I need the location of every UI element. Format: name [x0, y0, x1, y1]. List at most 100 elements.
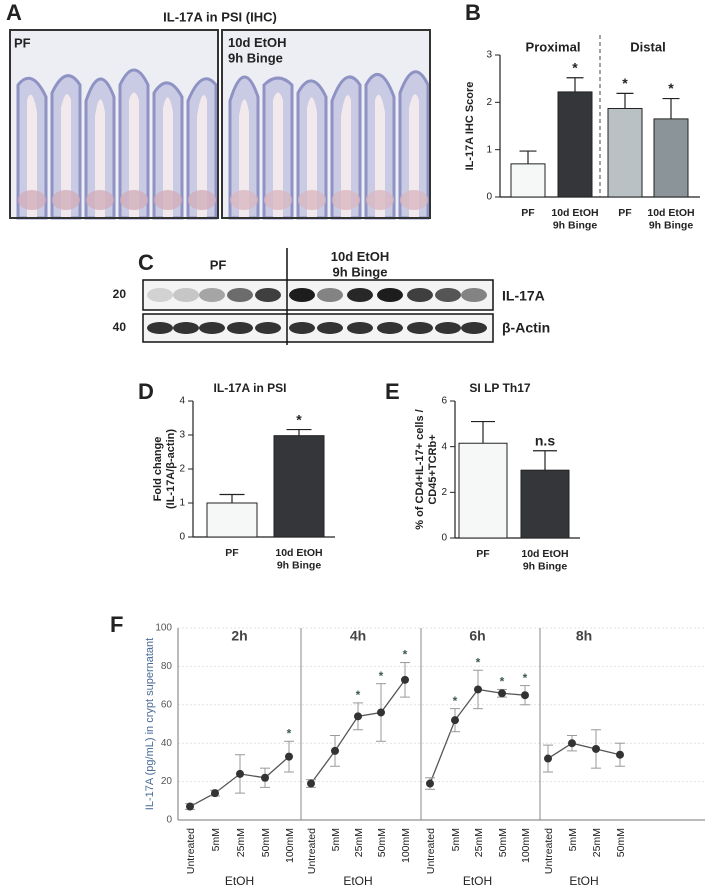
band-label: β-Actin: [502, 320, 550, 336]
histology-images: [9, 29, 431, 220]
villus-core: [129, 92, 139, 218]
significance: *: [296, 411, 302, 427]
x-tick-label: Untreated: [543, 828, 555, 874]
image-label: 10d EtOH 9h Binge: [228, 35, 287, 66]
villus-core: [273, 92, 283, 218]
group-label: 10d EtOH 9h Binge: [331, 249, 390, 280]
mw-marker: 40: [113, 320, 127, 334]
crypt: [332, 190, 360, 210]
y-tick-label: 0: [486, 192, 492, 203]
y-tick-label: 3: [179, 430, 185, 441]
x-tick-label: 50mM: [497, 828, 509, 857]
x-tick-label: 5mM: [450, 828, 462, 851]
significance: *: [476, 655, 481, 669]
blot-band: [347, 288, 373, 302]
bar: [510, 163, 546, 198]
x-tick-label: Untreated: [425, 828, 437, 874]
blot-band: [377, 288, 403, 302]
significance: n.s: [535, 432, 555, 448]
blot-band: [461, 322, 487, 334]
significance: *: [523, 671, 528, 685]
bar: [458, 442, 508, 539]
significance: *: [379, 669, 384, 683]
y-tick-label: 20: [161, 776, 173, 787]
villus-core: [307, 97, 317, 218]
point: [261, 773, 269, 782]
y-tick-label: 1: [179, 498, 185, 509]
x-tick-label: PF: [521, 207, 535, 219]
point: [354, 712, 362, 721]
y-tick-label: 0: [179, 532, 185, 543]
point: [544, 754, 552, 763]
y-tick-label: 2: [486, 97, 492, 108]
band-label: IL-17A: [502, 288, 545, 304]
image-frame-border: [9, 29, 219, 219]
western-blot: [142, 248, 494, 345]
significance: *: [622, 75, 628, 91]
crypt: [188, 190, 216, 210]
point: [451, 716, 459, 725]
x-tick-label: PF: [618, 207, 632, 219]
blot-band: [147, 322, 173, 334]
bar: [273, 435, 325, 538]
point: [377, 708, 385, 717]
crypt: [264, 190, 292, 210]
crypt: [230, 190, 258, 210]
significance: *: [668, 80, 674, 96]
facet-title: 2h: [231, 628, 247, 644]
y-tick-label: 4: [179, 396, 185, 407]
bar: [607, 107, 643, 198]
blot-band: [317, 322, 343, 334]
villus-core: [27, 94, 37, 218]
bar: [520, 469, 570, 539]
blot-band: [173, 322, 199, 334]
crypt: [298, 190, 326, 210]
crypt: [400, 190, 428, 210]
facet-title: 6h: [469, 628, 485, 644]
panel-letter: D: [138, 379, 154, 404]
y-axis-title: IL-17A (pg/mL) in crypt supernatant: [144, 638, 156, 810]
x-tick-label: Untreated: [306, 828, 318, 874]
x-tick-label: 100mM: [520, 828, 532, 863]
y-tick-label: 2: [179, 464, 185, 475]
x-tick-label: 25mM: [591, 828, 603, 857]
x-axis-title: EtOH: [343, 874, 372, 888]
x-tick-label: 100mM: [400, 828, 412, 863]
y-tick-label: 0: [441, 533, 447, 544]
x-tick-label: 50mM: [376, 828, 388, 857]
x-tick-label: PF: [476, 548, 490, 560]
villus-core: [163, 97, 173, 218]
blot-band: [173, 288, 199, 302]
point: [592, 744, 600, 753]
significance: *: [356, 688, 361, 702]
point: [474, 685, 482, 694]
point: [521, 691, 529, 700]
blot-band: [255, 288, 281, 302]
blot-band: [435, 288, 461, 302]
blot-band: [317, 288, 343, 302]
x-tick-label: PF: [225, 547, 239, 559]
blot-band: [435, 322, 461, 334]
x-tick-label: 5mM: [567, 828, 579, 851]
panel-letter: C: [138, 250, 154, 275]
image-label: PF: [14, 35, 31, 50]
group-label: Distal: [630, 39, 665, 54]
villus-core: [341, 95, 351, 218]
x-axis-title: EtOH: [569, 874, 598, 888]
blot-band: [199, 288, 225, 302]
x-tick-label: 25mM: [473, 828, 485, 857]
x-tick-label: 25mM: [235, 828, 247, 857]
significance: *: [500, 675, 505, 689]
blot-band: [199, 322, 225, 334]
y-axis-title: IL-17A IHC Score: [464, 82, 476, 171]
y-tick-label: 2: [441, 487, 447, 498]
significance: *: [453, 694, 458, 708]
blot-band: [377, 322, 403, 334]
blot-band: [289, 288, 315, 302]
point: [236, 769, 244, 778]
group-label: PF: [210, 257, 227, 272]
x-tick-label: 5mM: [210, 828, 222, 851]
villus-core: [239, 99, 249, 218]
crypt: [154, 190, 182, 210]
